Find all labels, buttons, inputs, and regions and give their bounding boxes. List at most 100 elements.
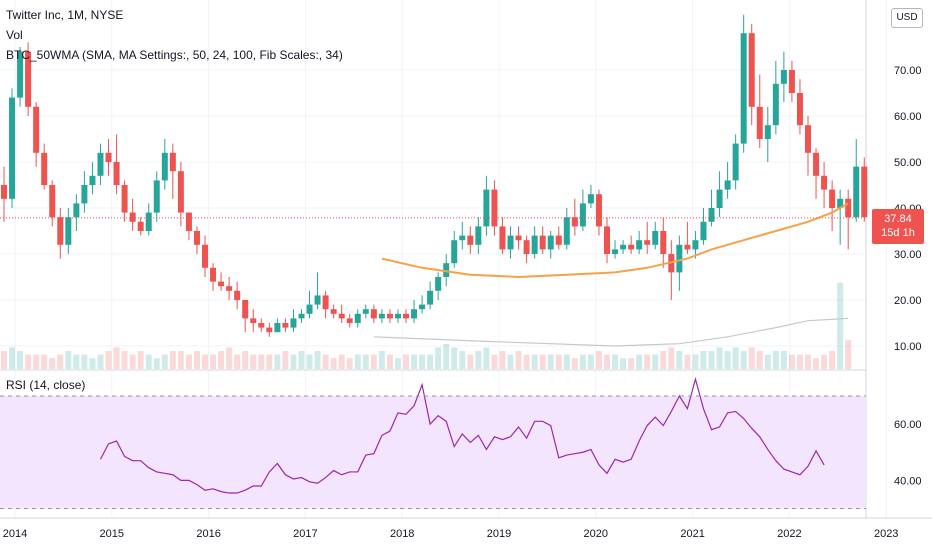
time-tick-label: 2018 <box>390 528 414 540</box>
candle-body <box>394 313 401 319</box>
last-price-value: 37.84 <box>884 213 912 225</box>
volume-bar <box>105 351 112 369</box>
volume-bar <box>604 354 610 369</box>
volume-bar <box>161 354 168 369</box>
volume-bar <box>435 347 442 369</box>
candle-body <box>330 309 337 314</box>
volume-bar <box>242 351 249 369</box>
volume-bar <box>266 354 273 369</box>
candle-body <box>772 83 779 126</box>
candle-body <box>796 93 803 126</box>
time-tick-label: 2014 <box>3 528 27 540</box>
volume-label: Vol <box>6 28 23 42</box>
volume-bar <box>346 358 353 369</box>
ma-indicator-label[interactable]: BTC_50WMA (SMA, MA Settings:, 50, 24, 10… <box>6 48 343 62</box>
ma-secondary-line <box>373 317 849 347</box>
candle-body <box>25 51 32 107</box>
candle-body <box>467 235 474 245</box>
volume-bar <box>483 347 490 369</box>
volume-bar <box>9 347 16 369</box>
candle-body <box>547 235 554 250</box>
volume-bar <box>202 354 208 369</box>
volume-bar <box>571 358 578 369</box>
candle-body <box>266 327 273 333</box>
volume-bar <box>692 354 699 369</box>
candle-body <box>837 198 844 208</box>
candle-body <box>579 203 586 227</box>
volume-bar <box>805 354 811 369</box>
volume-bar <box>25 354 32 369</box>
volume-bar <box>314 351 321 369</box>
candle-body <box>346 318 353 323</box>
volume-bar <box>330 358 337 369</box>
candle-body <box>805 125 811 153</box>
price-tick-label: 50.00 <box>894 157 922 169</box>
volume-bar <box>41 354 48 369</box>
volume-bar <box>443 343 450 369</box>
volume-bar <box>620 358 627 369</box>
volume-bar <box>129 354 136 369</box>
candle-body <box>41 152 48 185</box>
volume-bar <box>644 354 651 369</box>
candle-body <box>210 267 217 282</box>
rsi-line <box>99 376 825 494</box>
volume-bar <box>73 354 80 369</box>
volume-bar <box>97 354 104 369</box>
volume-bar <box>338 354 345 369</box>
volume-bar <box>137 351 144 369</box>
candle-body <box>57 217 64 245</box>
volume-bar <box>354 354 361 369</box>
candle-body <box>748 33 755 107</box>
candle-body <box>788 70 795 93</box>
volume-bar <box>716 347 723 369</box>
volume-bar <box>788 354 795 369</box>
volume-bar <box>459 351 466 369</box>
candle-body <box>483 189 490 227</box>
candle-body <box>636 240 643 250</box>
volume-bar <box>515 351 522 369</box>
candle-body <box>813 152 820 176</box>
candle-body <box>226 286 233 291</box>
candle-body <box>845 198 852 218</box>
price-tick-label: 60.00 <box>894 111 922 123</box>
volume-bar <box>169 351 176 369</box>
volume-bar <box>821 354 828 369</box>
candle-body <box>177 171 184 213</box>
volume-bar <box>177 351 184 369</box>
volume-bar <box>403 354 409 369</box>
volume-bar <box>539 354 546 369</box>
candle-body <box>555 235 562 245</box>
candle-body <box>587 194 594 204</box>
volume-bar <box>660 351 667 369</box>
rsi-band <box>0 396 866 509</box>
candle-body <box>9 97 16 199</box>
candle-body <box>161 152 168 181</box>
time-tick-label: 2023 <box>874 528 898 540</box>
time-tick-label: 2020 <box>584 528 608 540</box>
symbol-title: Twitter Inc, 1M, NYSE <box>6 8 124 22</box>
candle-body <box>853 166 860 218</box>
candle-body <box>218 281 225 287</box>
candle-body <box>193 231 200 245</box>
volume-bar <box>684 354 691 369</box>
volume-bar <box>652 354 659 369</box>
volume-bar <box>748 347 755 369</box>
candle-body <box>314 295 321 305</box>
candle-body <box>515 235 522 241</box>
candle-body <box>49 185 56 218</box>
volume-bar <box>185 354 192 369</box>
volume-bar <box>523 354 530 369</box>
candle-body <box>523 240 530 254</box>
candle-body <box>169 152 176 172</box>
volume-bar <box>290 354 297 369</box>
candle-body <box>740 33 747 144</box>
volume-bar <box>210 354 217 369</box>
currency-button[interactable]: USD <box>891 8 923 28</box>
volume-bar <box>49 358 56 369</box>
rsi-indicator-label[interactable]: RSI (14, close) <box>6 378 86 392</box>
candle-body <box>338 313 345 319</box>
candle-body <box>81 185 88 204</box>
volume-bar <box>740 351 747 369</box>
candle-body <box>571 217 578 227</box>
